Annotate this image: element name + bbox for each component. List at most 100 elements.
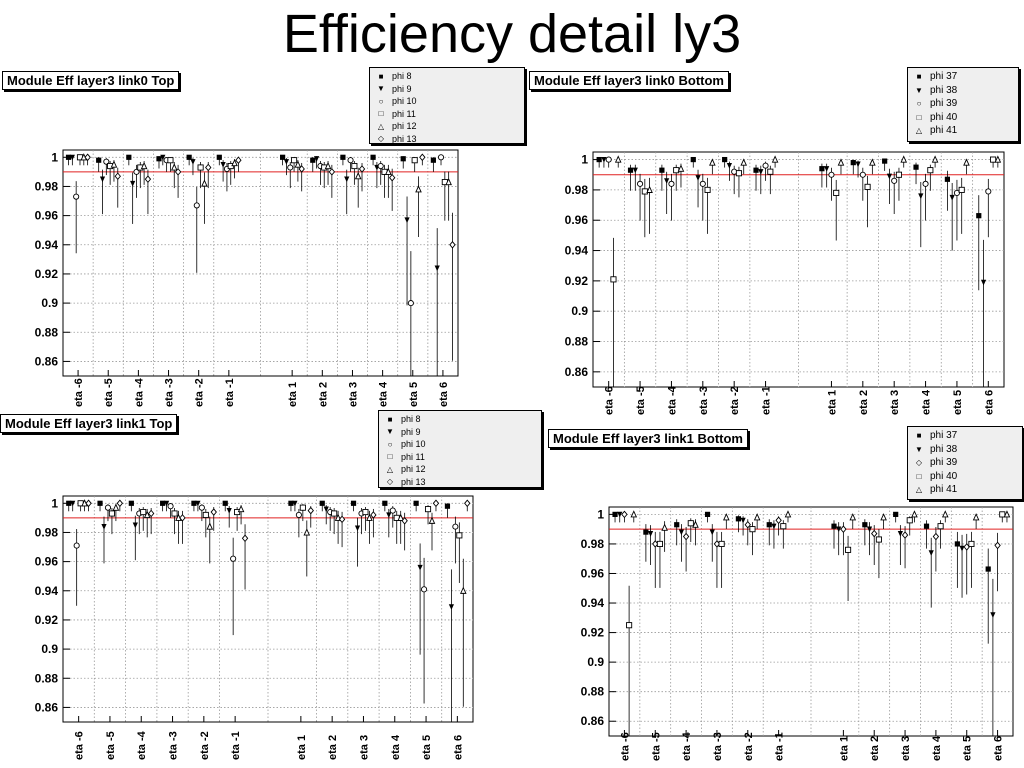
data-point bbox=[855, 161, 861, 168]
triangle-filled-icon: ▼ bbox=[915, 85, 923, 95]
series-phi-37 bbox=[596, 156, 982, 291]
data-point bbox=[831, 523, 837, 529]
data-point bbox=[444, 503, 451, 509]
x-tick-label: eta -2 bbox=[729, 386, 741, 415]
data-point bbox=[160, 154, 166, 161]
y-tick-label: 1 bbox=[51, 496, 58, 510]
data-point bbox=[937, 523, 944, 530]
data-point bbox=[222, 500, 228, 506]
data-point bbox=[428, 516, 436, 524]
x-tick-label: eta 4 bbox=[931, 735, 943, 761]
data-point bbox=[307, 506, 314, 515]
x-tick-label: eta 6 bbox=[452, 735, 464, 760]
x-tick-label: eta 3 bbox=[358, 735, 370, 760]
legend-entry: ▼ phi 9 bbox=[379, 426, 541, 439]
data-point bbox=[385, 167, 392, 175]
x-tick-label: eta 6 bbox=[993, 736, 1005, 761]
x-tick-label: eta -1 bbox=[761, 386, 773, 415]
data-point bbox=[687, 520, 694, 527]
x-tick-label: eta -5 bbox=[103, 378, 115, 407]
x-tick-label: eta 2 bbox=[858, 390, 870, 415]
data-point bbox=[448, 604, 455, 610]
data-point bbox=[968, 540, 975, 547]
series-phi-13 bbox=[85, 499, 471, 590]
data-point bbox=[449, 240, 456, 249]
data-point bbox=[65, 154, 72, 160]
data-point bbox=[417, 564, 423, 571]
data-point bbox=[299, 504, 306, 511]
legend-entry: ■ phi 8 bbox=[379, 413, 541, 426]
data-point bbox=[294, 160, 302, 168]
data-point bbox=[160, 500, 166, 506]
x-tick-label: eta 5 bbox=[952, 390, 964, 415]
data-point bbox=[632, 167, 638, 174]
data-point bbox=[617, 511, 623, 518]
x-tick-label: eta 4 bbox=[378, 381, 390, 407]
square-icon: □ bbox=[916, 471, 922, 481]
data-point bbox=[328, 168, 336, 176]
legend-label: phi 38 bbox=[930, 443, 958, 455]
square-filled-icon: ■ bbox=[378, 71, 384, 81]
data-point bbox=[415, 185, 422, 193]
y-tick-label: 0.88 bbox=[581, 685, 605, 699]
data-point bbox=[682, 532, 690, 541]
legend-entry: ◇ phi 39 bbox=[908, 456, 1022, 470]
data-point bbox=[845, 546, 852, 553]
data-point bbox=[288, 500, 294, 506]
data-point bbox=[140, 161, 148, 170]
series-phi-8 bbox=[66, 500, 451, 518]
data-point bbox=[354, 525, 361, 532]
data-point bbox=[170, 163, 178, 171]
data-point bbox=[310, 157, 316, 163]
x-tick-label: eta 4 bbox=[390, 734, 402, 760]
legend-entry: ■ phi 8 bbox=[370, 70, 524, 83]
data-point bbox=[404, 217, 410, 224]
data-point bbox=[690, 156, 696, 163]
data-point bbox=[664, 178, 670, 184]
x-tick-label: eta 2 bbox=[869, 736, 881, 761]
data-point bbox=[190, 159, 196, 165]
data-point bbox=[283, 159, 290, 165]
data-point bbox=[108, 510, 115, 517]
data-point bbox=[740, 517, 746, 524]
data-point bbox=[922, 180, 929, 187]
data-point bbox=[397, 513, 405, 521]
legend-entry: △ phi 41 bbox=[908, 483, 1022, 497]
legend-entry: ▼ phi 9 bbox=[370, 83, 524, 96]
data-point bbox=[193, 202, 200, 209]
series-phi-38 bbox=[617, 511, 996, 736]
data-point bbox=[110, 160, 118, 168]
data-point bbox=[999, 511, 1006, 518]
data-point bbox=[941, 510, 949, 518]
data-point bbox=[626, 622, 633, 629]
data-point bbox=[241, 534, 249, 543]
x-tick-label: eta -4 bbox=[133, 377, 145, 407]
data-point bbox=[130, 180, 136, 187]
legend-label: phi 8 bbox=[392, 71, 412, 82]
square-filled-icon: ■ bbox=[916, 431, 922, 441]
data-point bbox=[147, 509, 155, 518]
data-point bbox=[389, 507, 396, 514]
legend-entry: ■ phi 37 bbox=[908, 70, 1018, 84]
data-point bbox=[70, 500, 76, 507]
data-point bbox=[112, 503, 120, 511]
chart-svg-link1-bottom: 1 0.98 0.96 0.94 0.92 0.9 0.88 0.86 eta -6 eta -5… bbox=[581, 506, 1014, 761]
data-point bbox=[949, 194, 955, 201]
legend-label: phi 38 bbox=[930, 84, 958, 96]
data-point bbox=[235, 156, 242, 165]
data-point bbox=[900, 155, 908, 163]
legend-label: phi 13 bbox=[401, 476, 426, 487]
legend-label: phi 10 bbox=[401, 439, 426, 450]
y-tick-label: 0.98 bbox=[565, 183, 589, 197]
data-point bbox=[864, 183, 871, 190]
data-point bbox=[610, 276, 617, 283]
series-phi-9 bbox=[70, 500, 455, 722]
legend-label: phi 10 bbox=[392, 96, 417, 107]
chart-title-link1-bottom: Module Eff layer3 link1 Bottom bbox=[548, 429, 748, 448]
data-point bbox=[735, 170, 743, 177]
data-point bbox=[972, 513, 980, 521]
y-tick-label: 0.96 bbox=[581, 566, 605, 580]
data-point bbox=[866, 526, 873, 533]
x-tick-label: eta -5 bbox=[635, 386, 647, 415]
legend-entry: ◇ phi 13 bbox=[379, 476, 541, 489]
